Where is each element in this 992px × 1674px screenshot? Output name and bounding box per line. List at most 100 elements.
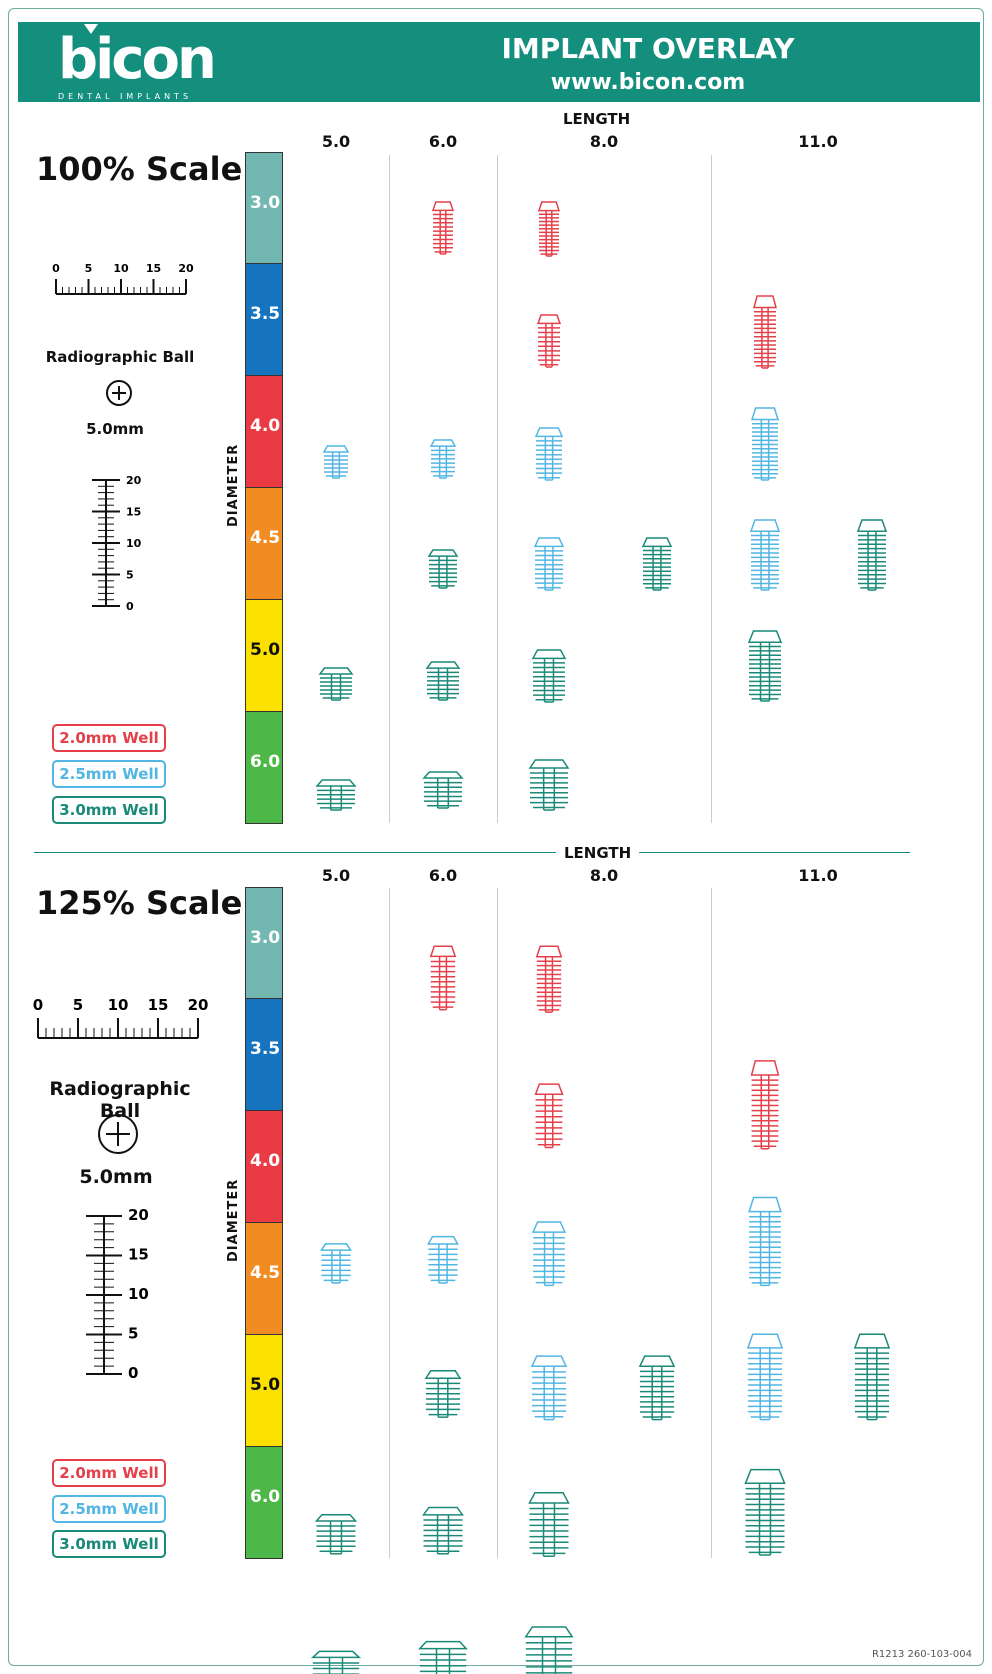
diameter-label: 3.5 xyxy=(250,1039,281,1059)
ruler-tick-label: 20 xyxy=(188,996,209,1014)
ruler-tick-label: 5 xyxy=(85,262,93,275)
implant-icon xyxy=(744,1468,786,1556)
length-axis-label: LENGTH xyxy=(563,110,631,128)
length-col-5: 5.0 xyxy=(321,866,351,885)
length-col-6: 6.0 xyxy=(428,866,458,885)
diameter-cell-4-5: 4.5 xyxy=(245,488,283,600)
ruler-tick-label: 15 xyxy=(128,1246,149,1264)
length-col-5: 5.0 xyxy=(321,132,351,151)
implant-icon xyxy=(641,537,673,591)
logo-mark-icon xyxy=(84,24,98,34)
implant-icon xyxy=(427,549,459,589)
implant-icon xyxy=(534,1083,564,1149)
well-legend-3mm: 3.0mm Well xyxy=(52,1530,166,1558)
implant-icon xyxy=(431,201,455,255)
implant-icon xyxy=(322,445,350,479)
implant-icon xyxy=(315,779,357,811)
ruler-tick-label: 0 xyxy=(33,996,43,1014)
implant-icon xyxy=(750,407,780,481)
implant-icon xyxy=(524,1626,574,1674)
diameter-cell-3-5: 3.5 xyxy=(245,264,283,376)
diameter-color-bar: 3.0 3.5 4.0 4.5 5.0 6.0 xyxy=(245,887,283,1559)
implant-icon xyxy=(421,1506,465,1555)
ruler-tick-label: 15 xyxy=(148,996,169,1014)
implant-icon xyxy=(425,661,461,701)
diameter-label: 4.0 xyxy=(250,1151,281,1171)
implant-icon xyxy=(319,1243,353,1284)
radiographic-ball-label: Radiographic Ball xyxy=(45,348,195,366)
implant-icon xyxy=(638,1355,676,1421)
implant-icon xyxy=(429,439,457,479)
implant-icon xyxy=(533,537,565,591)
ruler-tick-label: 10 xyxy=(126,537,142,550)
radiographic-ball-icon xyxy=(106,380,132,406)
implant-icon xyxy=(536,314,562,368)
ruler-tick-label: 0 xyxy=(52,262,60,275)
ruler-tick-label: 15 xyxy=(126,506,141,519)
diameter-cell-4-0: 4.0 xyxy=(245,376,283,488)
length-col-11: 11.0 xyxy=(798,132,838,151)
column-divider xyxy=(389,888,390,1558)
diameter-label: 4.5 xyxy=(250,528,281,548)
implant-icon xyxy=(429,945,457,1011)
ruler-tick-label: 20 xyxy=(126,474,142,487)
diameter-cell-5-0: 5.0 xyxy=(245,1335,283,1447)
diameter-cell-5-0: 5.0 xyxy=(245,600,283,712)
diameter-cell-3-0: 3.0 xyxy=(245,152,283,264)
implant-icon xyxy=(310,1650,362,1674)
mm-ruler-horizontal: 0 5 10 15 20 xyxy=(33,996,209,1039)
ruler-tick-label: 10 xyxy=(113,262,129,275)
ruler-tick-label: 10 xyxy=(128,1285,149,1303)
page-frame xyxy=(8,8,984,1666)
diameter-label: 3.5 xyxy=(250,304,281,324)
well-legend-2-5mm: 2.5mm Well xyxy=(52,1495,166,1523)
ruler-tick-label: 10 xyxy=(108,996,129,1014)
header-banner: bicon DENTAL IMPLANTS IMPLANT OVERLAY ww… xyxy=(18,22,980,102)
diameter-cell-6-0: 6.0 xyxy=(245,712,283,824)
ruler-tick-label: 0 xyxy=(126,600,134,613)
length-axis-label: LENGTH xyxy=(556,844,640,862)
implant-icon xyxy=(424,1370,462,1418)
well-legend-2mm: 2.0mm Well xyxy=(52,724,166,752)
bicon-logo: bicon DENTAL IMPLANTS xyxy=(36,24,236,101)
ruler-tick-label: 20 xyxy=(178,262,194,275)
implant-icon xyxy=(530,1355,568,1421)
ruler-tick-label: 20 xyxy=(128,1206,149,1224)
implant-icon xyxy=(853,1333,891,1421)
page-title: IMPLANT OVERLAY xyxy=(501,32,795,65)
diameter-cell-3-0: 3.0 xyxy=(245,887,283,999)
well-legend-2mm: 2.0mm Well xyxy=(52,1459,166,1487)
diameter-label: 3.0 xyxy=(250,193,281,213)
implant-icon xyxy=(318,667,354,701)
implant-icon xyxy=(746,1333,784,1421)
mm-ruler-horizontal: 0 5 10 15 20 xyxy=(52,262,194,295)
radiographic-ball-icon xyxy=(98,1114,138,1154)
document-code: R1213 260-103-004 xyxy=(871,1649,972,1660)
diameter-color-bar: 3.0 3.5 4.0 4.5 5.0 6.0 xyxy=(245,152,283,824)
ruler-tick-label: 0 xyxy=(128,1364,138,1382)
ball-size-label: 5.0mm xyxy=(86,420,144,438)
ruler-tick-label: 15 xyxy=(146,262,161,275)
section-divider xyxy=(34,852,910,853)
implant-icon xyxy=(534,427,564,481)
implant-icon xyxy=(748,1196,782,1287)
diameter-cell-4-5: 4.5 xyxy=(245,1223,283,1335)
diameter-label: 4.5 xyxy=(250,1263,281,1283)
website-url[interactable]: www.bicon.com xyxy=(550,70,746,95)
column-divider xyxy=(711,888,712,1558)
diameter-cell-6-0: 6.0 xyxy=(245,1447,283,1559)
column-divider xyxy=(497,888,498,1558)
implant-icon xyxy=(856,519,888,591)
well-legend-3mm: 3.0mm Well xyxy=(52,796,166,824)
mm-ruler-vertical: 20 15 10 5 0 xyxy=(92,474,142,613)
length-col-6: 6.0 xyxy=(428,132,458,151)
logo-tagline: DENTAL IMPLANTS xyxy=(58,92,193,101)
diameter-label: 5.0 xyxy=(250,1375,281,1395)
implant-icon xyxy=(418,1640,468,1674)
diameter-label: 3.0 xyxy=(250,928,281,948)
implant-icon xyxy=(531,1221,567,1287)
column-divider xyxy=(711,155,712,823)
implant-icon xyxy=(749,519,781,591)
implant-icon xyxy=(314,1514,358,1555)
